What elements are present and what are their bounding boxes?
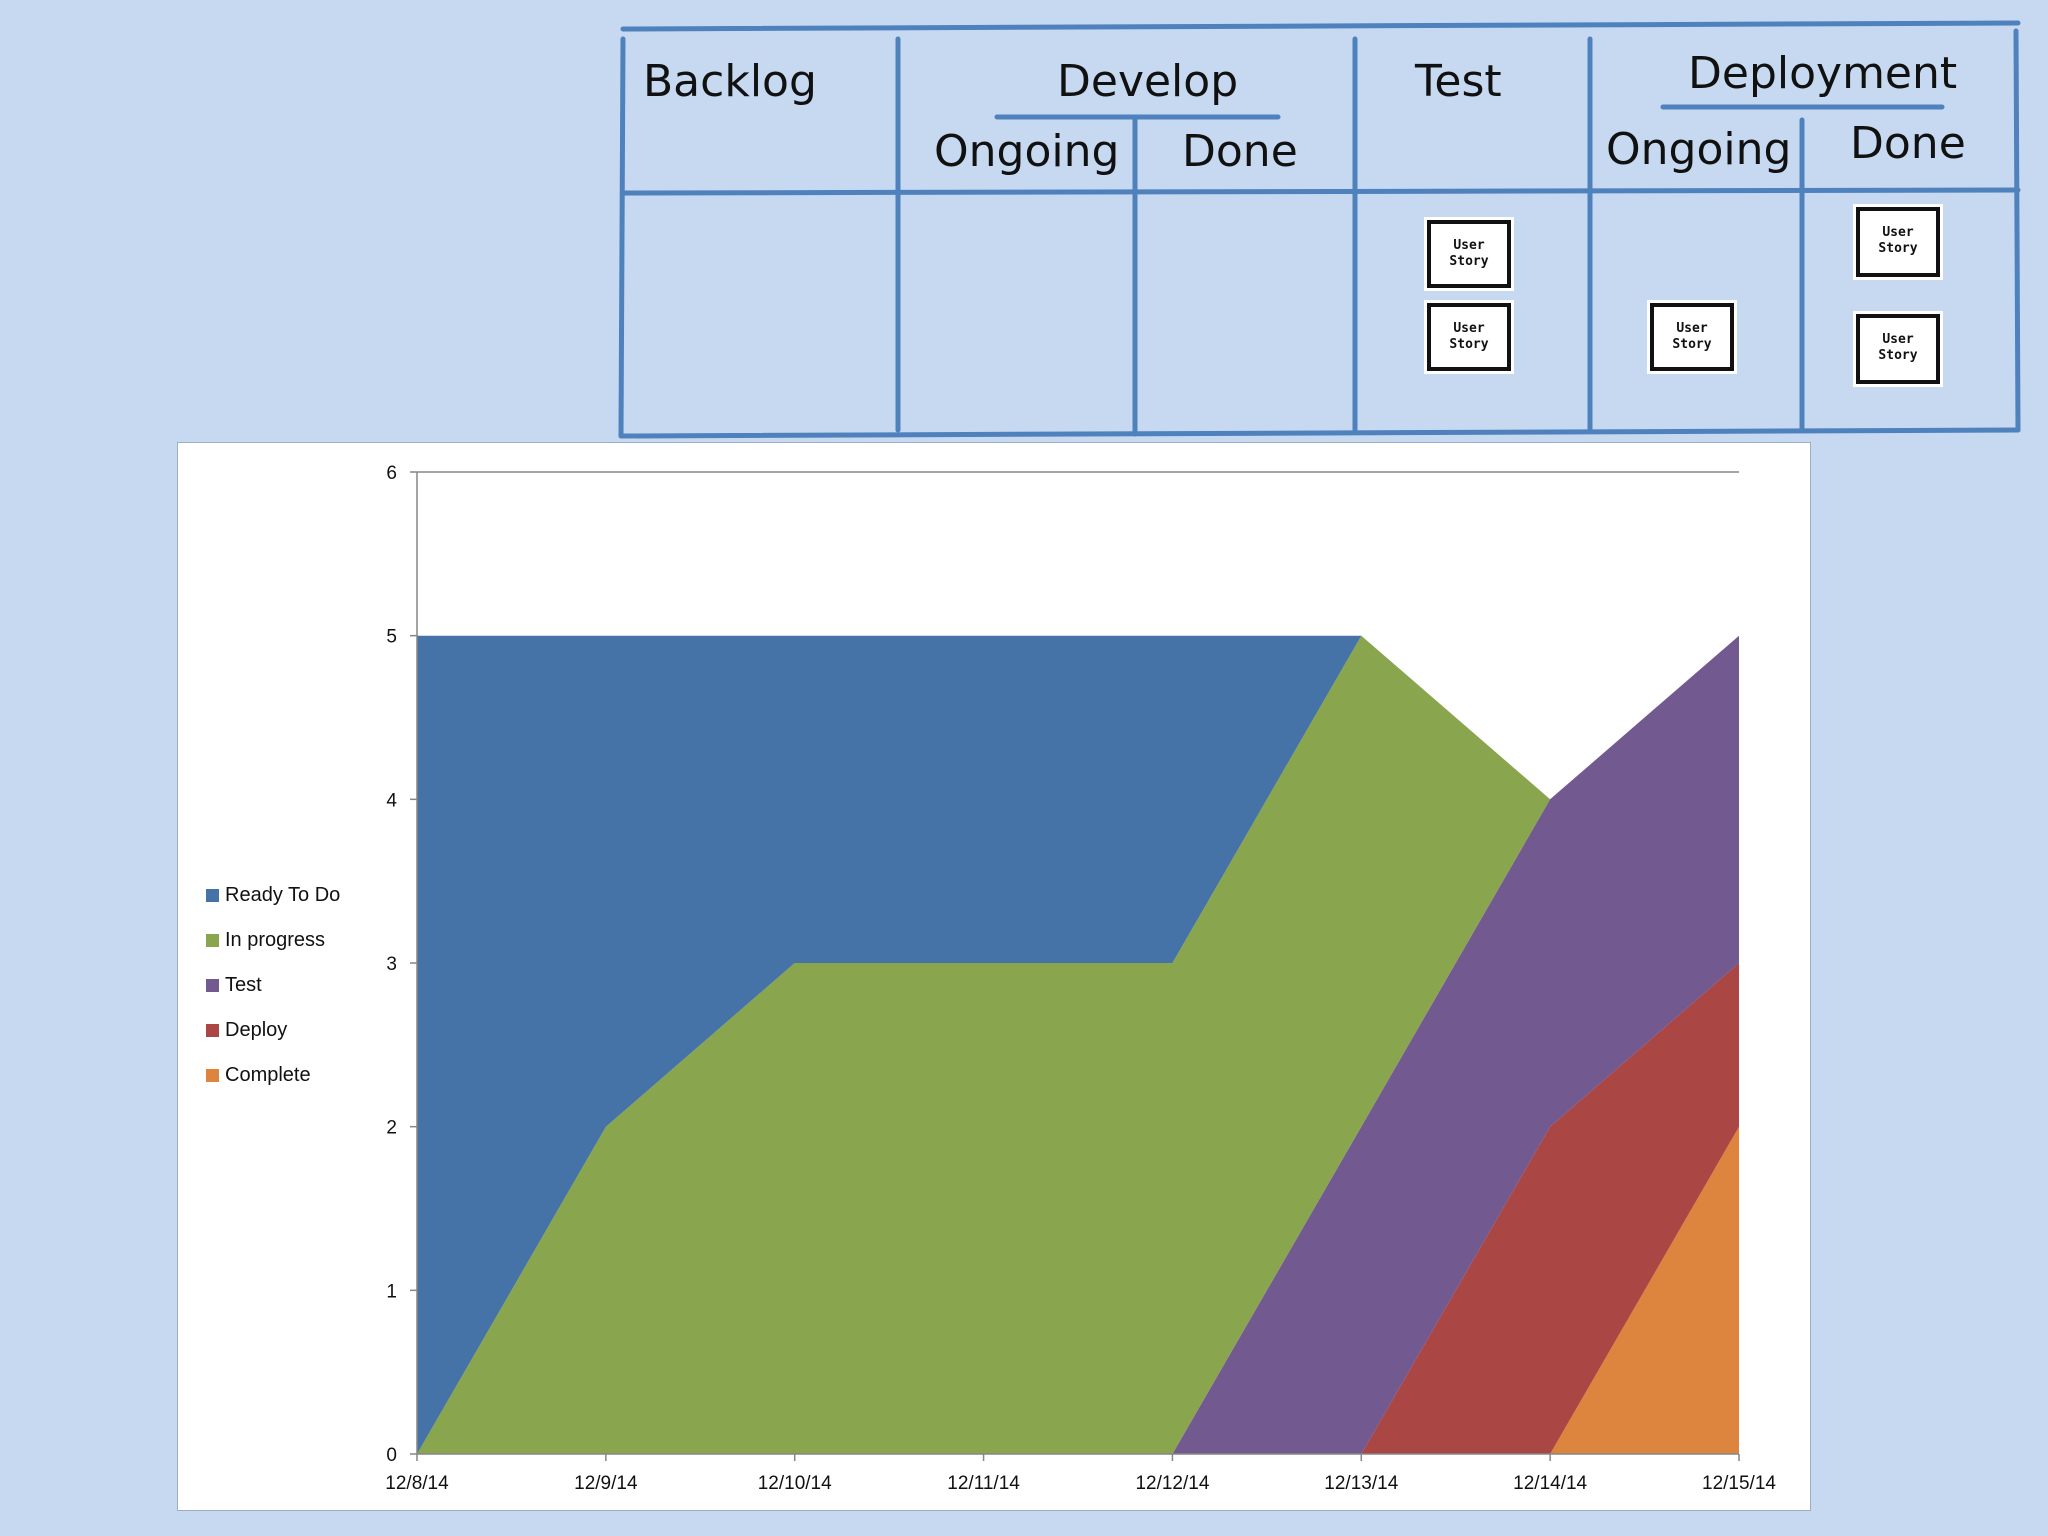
legend-label: Deploy bbox=[225, 1019, 288, 1041]
user-story-card[interactable]: User Story bbox=[1424, 217, 1514, 291]
legend-label: Ready To Do bbox=[225, 884, 341, 906]
legend-label: Test bbox=[225, 974, 262, 996]
area-series-complete bbox=[417, 1126, 1739, 1454]
y-tick-label: 0 bbox=[386, 1445, 397, 1466]
legend-label: In progress bbox=[225, 929, 326, 951]
user-story-card[interactable]: User Story bbox=[1424, 300, 1514, 374]
y-tick-label: 2 bbox=[386, 1118, 397, 1139]
column-backlog: Backlog bbox=[643, 56, 817, 107]
y-tick-label: 5 bbox=[386, 627, 397, 648]
area-series-test bbox=[417, 635, 1739, 1454]
board-header-divider bbox=[620, 187, 2021, 196]
chart-areas bbox=[417, 635, 1739, 1454]
chart-axes: 0 1 2 3 4 5 6 12/8/14 12/9/14 12/10/14 12/11/14 12/… bbox=[385, 463, 1776, 1494]
legend-label: Complete bbox=[225, 1064, 311, 1086]
kanban-board: Backlog Develop Ongoing Done Test Deploy… bbox=[618, 20, 2021, 439]
legend-item-ready-to-do: Ready To Do bbox=[206, 873, 340, 918]
board-top-border bbox=[620, 20, 2021, 32]
y-tick-label: 3 bbox=[386, 954, 397, 975]
user-story-card-line2: Story bbox=[1878, 241, 1917, 256]
user-story-card-line2: Story bbox=[1878, 348, 1917, 363]
board-grid-lines bbox=[618, 20, 2021, 439]
legend-item-complete: Complete bbox=[206, 1053, 340, 1098]
legend-swatch bbox=[206, 889, 219, 902]
user-story-card[interactable]: User Story bbox=[1853, 204, 1943, 280]
legend-swatch bbox=[206, 1069, 219, 1082]
user-story-card-line1: User bbox=[1882, 332, 1913, 347]
board-right-border bbox=[2013, 28, 2021, 433]
x-tick-label: 12/13/14 bbox=[1324, 1473, 1398, 1494]
user-story-card-line2: Story bbox=[1449, 337, 1488, 352]
x-tick-label: 12/11/14 bbox=[947, 1473, 1020, 1494]
user-story-card-line1: User bbox=[1453, 321, 1484, 336]
user-story-card-line2: Story bbox=[1449, 254, 1488, 269]
user-story-card-line2: Story bbox=[1672, 337, 1711, 352]
column-develop-done: Done bbox=[1182, 126, 1298, 177]
column-deployment: Deployment bbox=[1688, 48, 1957, 99]
column-develop-ongoing: Ongoing bbox=[934, 126, 1119, 177]
chart-legend: Ready To Do In progress Test Deploy Complete bbox=[206, 873, 340, 1098]
legend-swatch bbox=[206, 979, 219, 992]
legend-swatch bbox=[206, 1024, 219, 1037]
user-story-card[interactable]: User Story bbox=[1647, 300, 1737, 374]
user-story-card-line1: User bbox=[1453, 238, 1484, 253]
area-series-in-progress bbox=[417, 635, 1739, 1454]
y-tick-label: 4 bbox=[386, 790, 397, 811]
column-develop: Develop bbox=[1057, 56, 1238, 107]
column-test: Test bbox=[1414, 56, 1502, 107]
x-tick-label: 12/10/14 bbox=[758, 1473, 832, 1494]
x-tick-label: 12/9/14 bbox=[574, 1473, 638, 1494]
legend-item-in-progress: In progress bbox=[206, 918, 340, 963]
legend-item-test: Test bbox=[206, 963, 340, 1008]
y-tick-label: 6 bbox=[386, 463, 397, 484]
column-deployment-ongoing: Ongoing bbox=[1606, 124, 1791, 175]
user-story-card[interactable]: User Story bbox=[1853, 311, 1943, 387]
legend-item-deploy: Deploy bbox=[206, 1008, 340, 1053]
user-story-card-line1: User bbox=[1882, 225, 1913, 240]
board-bottom-border bbox=[618, 427, 2021, 439]
cumulative-flow-chart: 0 1 2 3 4 5 6 12/8/14 12/9/14 12/10/14 12/11/14 12/… bbox=[177, 442, 1811, 1511]
x-tick-label: 12/15/14 bbox=[1702, 1473, 1776, 1494]
area-series-ready-to-do bbox=[417, 635, 1739, 1454]
chart-plot: 0 1 2 3 4 5 6 12/8/14 12/9/14 12/10/14 12/11/14 12/… bbox=[385, 463, 1776, 1494]
user-story-card-line1: User bbox=[1676, 321, 1707, 336]
x-tick-label: 12/12/14 bbox=[1135, 1473, 1209, 1494]
legend-swatch bbox=[206, 934, 219, 947]
x-tick-label: 12/8/14 bbox=[385, 1473, 449, 1494]
column-deployment-done: Done bbox=[1850, 118, 1966, 169]
board-left-border bbox=[618, 36, 626, 439]
x-tick-label: 12/14/14 bbox=[1513, 1473, 1587, 1494]
y-tick-label: 1 bbox=[386, 1281, 397, 1302]
